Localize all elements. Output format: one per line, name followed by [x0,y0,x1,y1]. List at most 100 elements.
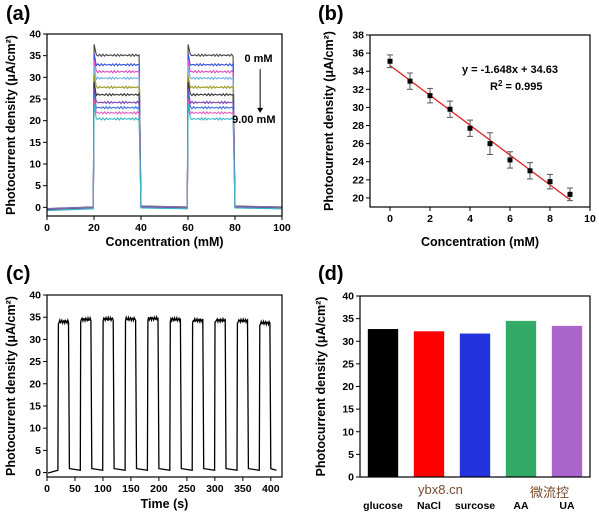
plot-frame-b [369,34,591,208]
d-ytick-label: 30 [342,336,354,348]
b-ytick-label: 32 [352,84,364,96]
a-ytick-label: 10 [29,159,41,171]
a-xtick-label: 0 [44,222,50,234]
y-axis-title-b: Photocurrent density (μA/cm²) [322,31,336,211]
c-ytick-label: 20 [29,378,41,390]
panel-label-d: (d) [318,263,344,285]
series-group-a [47,44,282,212]
c-xtick-label: 100 [94,483,112,495]
b-ytick-label: 20 [352,192,364,204]
d-ytick-label: 20 [342,381,354,393]
data-point [507,157,513,163]
d-ytick-label: 40 [342,291,354,303]
c-ytick-label: 15 [29,400,41,412]
data-point [527,168,533,174]
a-xtick-label: 20 [88,222,100,234]
b-ytick-label: 28 [352,120,364,132]
c-ytick-label: 0 [35,467,41,479]
c-xtick-label: 250 [178,483,196,495]
y-axis-title-d: Photocurrent density (μA/cm²) [314,297,328,477]
plot-frame-a [46,33,283,217]
c-xtick-label: 0 [44,483,50,495]
fit-equation: y = -1.648x + 34.63 [462,64,558,76]
b-ytick-label: 24 [352,156,364,168]
plot-frame-c [46,294,283,478]
b-xtick-label: 2 [427,213,433,225]
b-xtick-label: 4 [467,213,473,225]
data-point [387,58,393,64]
series-line-a-0 [47,44,282,210]
data-point [547,179,553,185]
a-ytick-label: 20 [29,115,41,127]
bar-label-AA: AA [513,500,529,512]
a-ytick-label: 25 [29,94,41,106]
a-ytick-label: 35 [29,50,41,62]
a-ytick-label: 15 [29,137,41,149]
x-axis-title-c: Time (s) [141,497,189,511]
bar-label-NaCl: NaCl [417,500,441,512]
series-line-a-3 [47,66,282,210]
series-line-a-1 [47,53,282,210]
bar-glucose [367,329,399,477]
panel-label-c: (c) [6,263,30,285]
b-ytick-label: 30 [352,102,364,114]
bar-label-UA: UA [559,500,575,512]
c-ytick-label: 5 [35,445,41,457]
b-ytick-label: 26 [352,138,364,150]
a-ytick-label: 0 [35,202,41,214]
fit-r2: R2 = 0.995 [490,79,542,94]
b-ytick-label: 22 [352,174,364,186]
bar-label-glucose: glucose [363,500,403,512]
a-xtick-label: 40 [135,222,147,234]
bar-NaCl [413,331,445,477]
panel-label-b: (b) [318,3,344,25]
series-line-a-2 [47,59,282,210]
fit-line [389,64,571,201]
c-ytick-label: 35 [29,312,41,324]
data-point [447,106,453,112]
c-ytick-label: 40 [29,290,41,302]
series-line-a-9 [47,104,282,212]
c-xtick-label: 200 [150,483,168,495]
d-ytick-label: 10 [342,426,354,438]
c-ytick-label: 25 [29,356,41,368]
data-point [567,191,573,197]
b-ytick-label: 36 [352,48,364,60]
b-xtick-label: 0 [387,213,393,225]
b-xtick-label: 10 [584,213,596,225]
a-ytick-label: 5 [35,180,41,192]
data-point [467,125,473,131]
d-ytick-label: 0 [348,472,354,484]
y-axis-title-c: Photocurrent density (μA/cm²) [4,296,18,476]
a-xtick-label: 100 [273,222,291,234]
data-point [407,78,413,84]
series-line-a-7 [47,93,282,211]
d-ytick-label: 25 [342,358,354,370]
a-xtick-label: 60 [182,222,194,234]
c-xtick-label: 400 [262,483,280,495]
b-xtick-label: 6 [507,213,513,225]
bar-AA [505,320,537,477]
c-ytick-label: 30 [29,334,41,346]
annotation-0mm: 0 mM [244,53,272,65]
series-line-a-6 [47,88,282,211]
bar-surcose [459,333,491,477]
bar-UA [551,325,583,477]
a-ytick-label: 40 [29,29,41,41]
bar-label-surcose: surcose [455,500,495,512]
data-point [487,141,493,147]
b-ytick-label: 38 [352,30,364,42]
d-ytick-label: 5 [348,449,354,461]
series-line-a-5 [47,81,282,211]
annotation-9mm: 9.00 mM [232,114,275,126]
series-line-a-4 [47,74,282,211]
b-ytick-label: 34 [352,66,364,78]
series-line-c [47,314,277,474]
x-axis-title-a: Concentration (mM) [105,235,223,249]
watermark-brand: 微流控 [530,485,570,500]
d-ytick-label: 35 [342,313,354,325]
c-xtick-label: 50 [69,483,81,495]
c-xtick-label: 350 [234,483,252,495]
